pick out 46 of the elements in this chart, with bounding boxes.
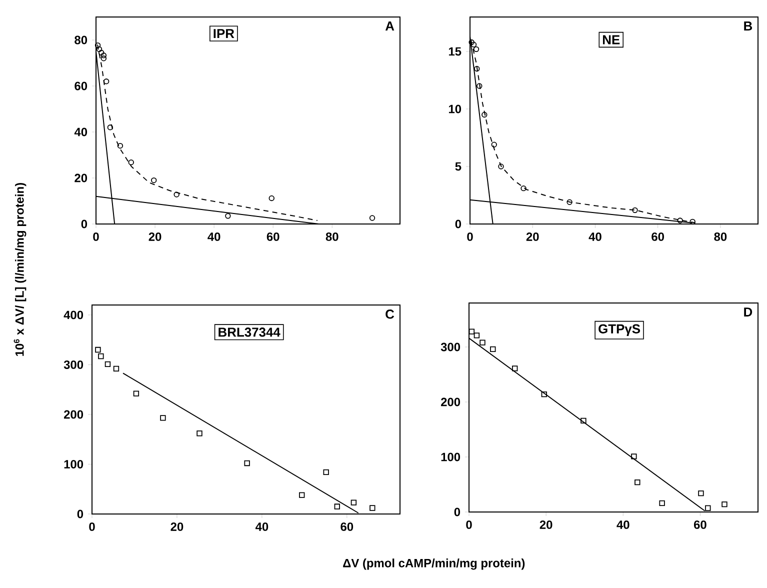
x-tick-label: 40 (616, 520, 630, 529)
y-tick-label: 100 (64, 460, 84, 468)
y-tick-label: 0 (454, 508, 460, 516)
y-tick-label: 0 (77, 510, 84, 518)
y-tick-label: 400 (64, 310, 84, 320)
y-axis-title: 10$^{6}$ x ΔV/ [L] (l/min/mg protein) (14, 182, 26, 356)
text: GTPγS (598, 324, 640, 336)
y-tick-label: 300 (64, 360, 84, 369)
x-axis-title: ΔV (pmol cAMP/min/mg protein) (343, 558, 525, 570)
annotation: B (744, 22, 752, 30)
x-tick-label: 20 (170, 522, 184, 531)
x-tick-label: 20 (526, 232, 539, 241)
x-tick-label: 80 (326, 232, 338, 241)
y-tick-label: 20 (74, 174, 88, 182)
text: NE (602, 35, 620, 44)
x-tick-label: 0 (466, 520, 472, 529)
y-tick-label: 200 (64, 410, 84, 419)
x-tick-label: 40 (588, 232, 602, 241)
x-tick-label: 0 (467, 232, 473, 241)
x-tick-label: 0 (89, 522, 95, 531)
annotation: C (386, 310, 394, 319)
y-tick-label: 0 (455, 220, 462, 228)
y-tick-label: 10 (448, 104, 462, 114)
x-tick-label: 80 (714, 232, 727, 241)
x-tick-label: 60 (340, 522, 354, 531)
x-tick-label: 60 (266, 232, 280, 241)
x-tick-label: 60 (652, 232, 664, 241)
y-tick-label: 40 (74, 128, 88, 136)
text: IPR (214, 29, 234, 38)
x-tick-label: 20 (540, 520, 552, 529)
annotation: D (744, 308, 752, 316)
y-tick-label: 200 (441, 398, 460, 406)
y-tick-label: 5 (455, 162, 462, 171)
x-tick-label: 20 (148, 232, 162, 241)
y-tick-label: 0 (81, 220, 88, 228)
annotation: A (385, 22, 394, 30)
y-tick-label: 80 (74, 36, 88, 44)
text: BRL37344 (218, 328, 280, 337)
y-tick-label: 60 (74, 82, 88, 90)
y-tick-label: 300 (440, 342, 460, 352)
y-tick-label: 100 (441, 452, 460, 462)
x-tick-label: 40 (255, 522, 268, 531)
x-tick-label: 40 (208, 232, 220, 241)
x-tick-label: 60 (694, 520, 706, 529)
y-tick-label: 15 (448, 47, 462, 56)
x-tick-label: 0 (93, 232, 99, 241)
